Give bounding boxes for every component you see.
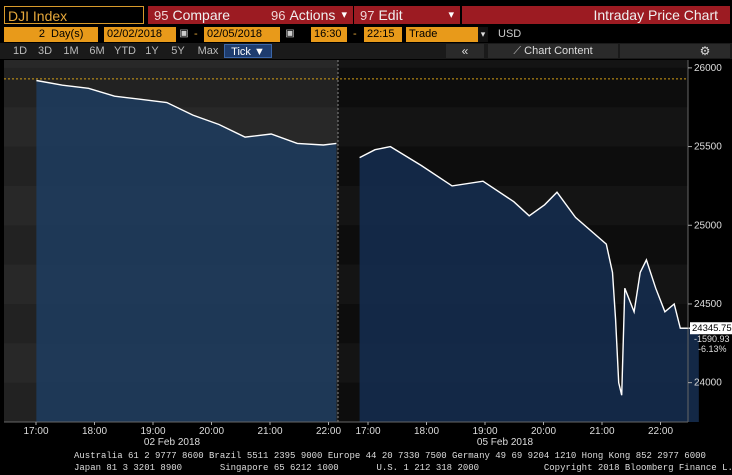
- chart-title: Intraday Price Chart: [462, 6, 730, 24]
- x-tick-label: 17:00: [23, 426, 48, 437]
- area-series-1: [36, 80, 337, 422]
- period-1d[interactable]: 1D: [12, 45, 28, 57]
- actions-button[interactable]: 96 Actions ▾: [265, 6, 353, 24]
- x-tick-label: 22:00: [648, 426, 673, 437]
- y-tick-label: 24500: [694, 299, 722, 310]
- actions-label: Actions: [289, 7, 336, 23]
- chart-line-icon: ⟋: [513, 45, 522, 57]
- chart-content-label: Chart Content: [524, 45, 593, 57]
- x-tick-label: 21:00: [589, 426, 614, 437]
- date-separator: -: [194, 28, 198, 40]
- currency-label: USD: [498, 28, 522, 40]
- x-tick-label: 19:00: [472, 426, 497, 437]
- price-line-series-2: [359, 145, 699, 396]
- period-3d[interactable]: 3D: [37, 45, 53, 57]
- security-field[interactable]: DJI Index: [4, 6, 144, 24]
- pct-change-value: -6.13%: [698, 344, 727, 354]
- x-tick-label: 17:00: [355, 426, 380, 437]
- date-label: 05 Feb 2018: [477, 437, 534, 448]
- time-separator: -: [353, 28, 357, 40]
- y-tick-label: 24000: [694, 378, 722, 389]
- actions-number: 96: [271, 8, 286, 23]
- net-change-value: -1590.93: [694, 334, 730, 344]
- x-tick-label: 18:00: [82, 426, 107, 437]
- period-1y[interactable]: 1Y: [145, 45, 159, 57]
- x-tick-label: 22:00: [316, 426, 341, 437]
- period-max[interactable]: Max: [197, 45, 219, 57]
- end-date-field[interactable]: 02/05/2018: [204, 27, 280, 42]
- chart-content-button[interactable]: ⟋ Chart Content: [488, 44, 618, 58]
- days-count-field[interactable]: 2: [4, 27, 48, 42]
- period-1m[interactable]: 1M: [63, 45, 79, 57]
- chevron-down-icon: ▾: [478, 27, 488, 42]
- area-series-2: [359, 146, 699, 422]
- settings-button[interactable]: ⚙: [620, 44, 730, 58]
- last-price-box: [690, 322, 732, 335]
- compare-number: 95: [154, 8, 169, 23]
- period-5y[interactable]: 5Y: [171, 45, 185, 57]
- edit-label: Edit: [378, 7, 403, 23]
- x-tick-label: 20:00: [199, 426, 224, 437]
- edit-button[interactable]: 97 Edit ▾: [354, 6, 460, 24]
- tick-button[interactable]: Tick ▼: [224, 44, 272, 58]
- price-line-series-1: [36, 79, 337, 146]
- edit-number: 97: [360, 8, 375, 23]
- x-tick-label: 21:00: [257, 426, 282, 437]
- x-tick-label: 20:00: [531, 426, 556, 437]
- date-label: 02 Feb 2018: [144, 437, 201, 448]
- calendar-icon[interactable]: ▣: [285, 28, 295, 39]
- grid-band: [4, 60, 688, 68]
- trade-select-value: Trade: [409, 28, 438, 40]
- start-date-field[interactable]: 02/02/2018: [104, 27, 176, 42]
- y-tick-label: 26000: [694, 63, 722, 74]
- start-time-field[interactable]: 16:30: [311, 27, 347, 42]
- compare-label: Compare: [172, 7, 231, 23]
- period-6m[interactable]: 6M: [89, 45, 105, 57]
- y-tick-label: 25000: [694, 220, 722, 231]
- trade-select[interactable]: Trade ▾: [406, 27, 488, 42]
- footer-copyright: Japan 81 3 3201 8900 Singapore 65 6212 1…: [74, 463, 732, 473]
- collapse-icon[interactable]: «: [446, 44, 484, 58]
- price-chart[interactable]: 24000 24500 25000 25500 26000 17:00 18:00 19:00…: [0, 60, 732, 462]
- chevron-down-icon: ▾: [341, 9, 347, 21]
- last-price-value: 24345.75: [692, 323, 732, 334]
- calendar-icon[interactable]: ▣: [179, 28, 189, 39]
- gear-icon: ⚙: [699, 44, 711, 58]
- end-time-field[interactable]: 22:15: [364, 27, 402, 42]
- days-unit-field[interactable]: Day(s): [48, 27, 98, 42]
- chevron-down-icon: ▾: [448, 9, 454, 21]
- x-tick-label: 19:00: [140, 426, 165, 437]
- x-tick-label: 18:00: [414, 426, 439, 437]
- y-tick-label: 25500: [694, 142, 722, 153]
- footer-contacts: Australia 61 2 9777 8600 Brazil 5511 239…: [74, 451, 706, 461]
- period-ytd[interactable]: YTD: [114, 45, 136, 57]
